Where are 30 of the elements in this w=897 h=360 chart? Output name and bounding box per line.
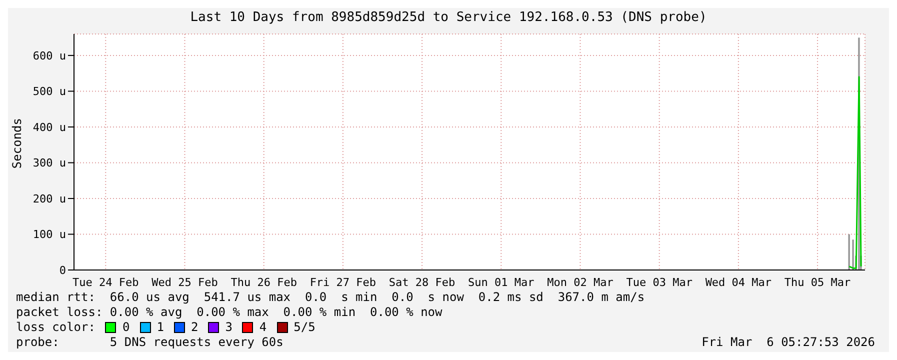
- text: 5/5: [292, 320, 316, 335]
- y-tick-label: 100 u: [32, 228, 66, 242]
- x-tick-label: Tue 24 Feb: [72, 276, 139, 289]
- x-tick-label: Sat 28 Feb: [388, 276, 456, 289]
- x-tick-label: Wed 04 Mar: [705, 276, 772, 289]
- text: median rtt: 66.0 us avg 541.7 us max 0.0 s min 0.0 s now 0.2 ms sd 367.0 m am/s: [16, 290, 646, 305]
- y-tick-label: 400 u: [32, 120, 66, 134]
- x-tick-label: Wed 25 Feb: [152, 276, 218, 289]
- text: probe: 5 DNS requests every 60s: [16, 335, 284, 350]
- y-tick-label: 200 u: [32, 192, 66, 206]
- text: loss color:: [16, 320, 96, 335]
- x-tick-label: Mon 02 Mar: [547, 276, 614, 289]
- x-tick-label: Fri 27 Feb: [310, 276, 376, 289]
- text: Fri Mar 6 05:27:53 2026: [702, 335, 875, 350]
- y-tick-label: 300 u: [32, 156, 66, 170]
- x-tick-label: Tue 03 Mar: [626, 276, 693, 289]
- text: 1: [156, 320, 164, 335]
- text: 0: [121, 320, 130, 335]
- x-tick-label: Sun 01 Mar: [468, 276, 535, 289]
- y-tick-label: 600 u: [32, 49, 66, 62]
- text: 3: [224, 320, 232, 335]
- text: 4: [258, 320, 267, 335]
- x-tick-label: Thu 05 Mar: [784, 276, 852, 289]
- y-axis-title: Seconds: [10, 118, 24, 169]
- chart-title: Last 10 Days from 8985d859d25d to Service 192.168.0.53 (DNS probe): [189, 9, 708, 27]
- text: 2: [190, 320, 198, 335]
- y-tick-label: 500 u: [32, 85, 66, 98]
- text: packet loss: 0.00 % avg 0.00 % max 0.00 % min 0.00 % now: [16, 305, 444, 320]
- x-tick-label: Thu 26 Feb: [230, 276, 297, 289]
- y-tick-label: 0: [59, 264, 66, 277]
